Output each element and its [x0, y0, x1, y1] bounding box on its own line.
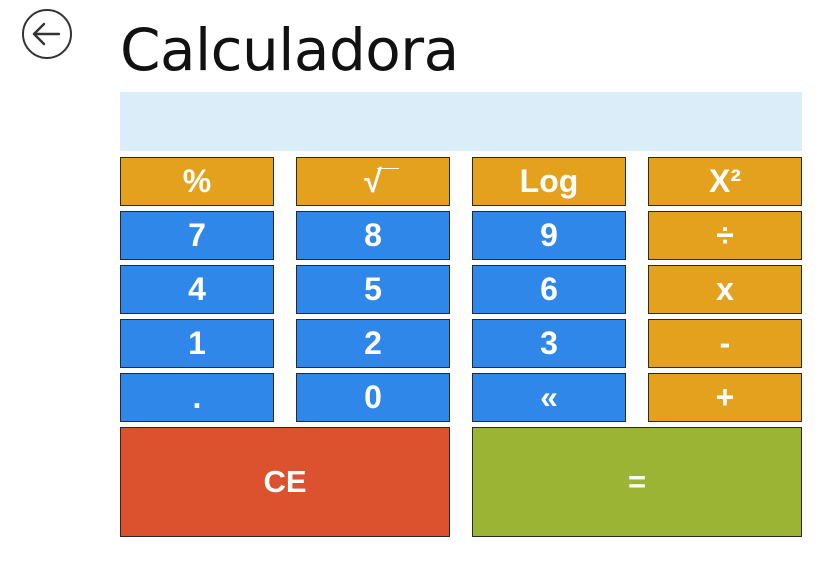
digit-1-button[interactable]: 1: [120, 319, 274, 368]
digit-9-label: 9: [540, 217, 558, 253]
digit-1-label: 1: [188, 325, 206, 361]
percent-button[interactable]: %: [120, 157, 274, 206]
square-button[interactable]: X²: [648, 157, 802, 206]
digit-8-label: 8: [364, 217, 382, 253]
multiply-button[interactable]: x: [648, 265, 802, 314]
digit-8-button[interactable]: 8: [296, 211, 450, 260]
digit-0-label: 0: [364, 379, 382, 415]
log-button[interactable]: Log: [472, 157, 626, 206]
backspace-label: «: [540, 379, 558, 415]
decimal-point-button[interactable]: .: [120, 373, 274, 422]
digit-0-button[interactable]: 0: [296, 373, 450, 422]
back-button[interactable]: [21, 8, 73, 60]
multiply-label: x: [716, 271, 734, 307]
divide-button[interactable]: ÷: [648, 211, 802, 260]
square-label: X²: [709, 163, 741, 199]
digit-7-button[interactable]: 7: [120, 211, 274, 260]
digit-9-button[interactable]: 9: [472, 211, 626, 260]
clear-entry-label: CE: [263, 464, 307, 499]
calculator-display[interactable]: [120, 92, 802, 151]
digit-5-button[interactable]: 5: [296, 265, 450, 314]
digit-4-label: 4: [188, 271, 206, 307]
subtract-label: -: [719, 325, 731, 361]
digit-5-label: 5: [364, 271, 382, 307]
add-button[interactable]: +: [648, 373, 802, 422]
page-title: Calculadora: [120, 16, 459, 84]
equals-button[interactable]: =: [472, 427, 802, 537]
digit-4-button[interactable]: 4: [120, 265, 274, 314]
digit-2-label: 2: [364, 325, 382, 361]
digit-6-label: 6: [540, 271, 558, 307]
back-arrow-icon: [22, 9, 72, 59]
digit-6-button[interactable]: 6: [472, 265, 626, 314]
digit-2-button[interactable]: 2: [296, 319, 450, 368]
digit-3-label: 3: [540, 325, 558, 361]
digit-3-button[interactable]: 3: [472, 319, 626, 368]
equals-label: =: [627, 464, 647, 499]
divide-label: ÷: [716, 217, 734, 253]
square-root-button[interactable]: √: [296, 157, 450, 206]
decimal-point-label: .: [192, 379, 202, 415]
backspace-button[interactable]: «: [472, 373, 626, 422]
percent-label: %: [182, 163, 212, 199]
digit-7-label: 7: [188, 217, 206, 253]
add-label: +: [715, 379, 735, 415]
subtract-button[interactable]: -: [648, 319, 802, 368]
clear-entry-button[interactable]: CE: [120, 427, 450, 537]
square-root-label: √: [364, 163, 398, 199]
log-label: Log: [519, 163, 579, 199]
